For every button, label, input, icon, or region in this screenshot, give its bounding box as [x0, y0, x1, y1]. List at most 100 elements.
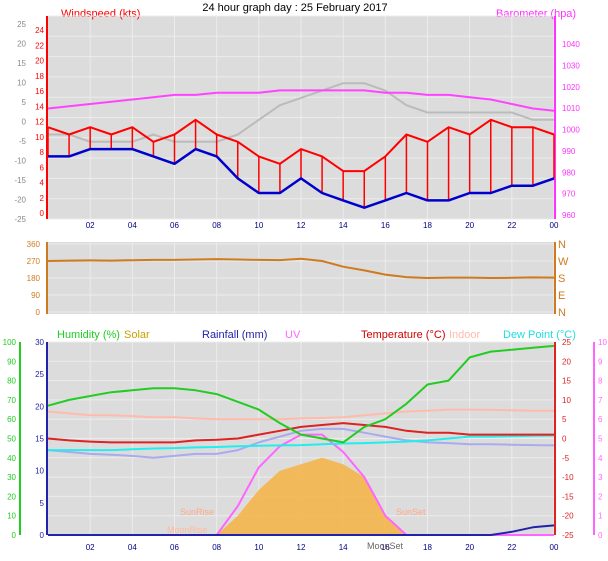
x-tick-label: 04 — [128, 221, 137, 230]
temperature-tick-label: 20 — [562, 357, 571, 366]
solar-label: Solar — [124, 329, 150, 341]
barometer-label: Barometer (hpa) — [496, 8, 576, 20]
rainfall-tick-label: 30 — [35, 338, 44, 347]
wind-inner-tick-label: 24 — [35, 26, 44, 35]
environment-annotations: SunRise SunSet MoonSet MoonRise — [167, 507, 426, 551]
wind-baro-series — [47, 82, 555, 209]
humidity-tick-label: 10 — [7, 512, 16, 521]
humidity-tick-label: 90 — [7, 357, 16, 366]
barometer-tick-label: 980 — [562, 168, 576, 177]
x-tick-label: 02 — [86, 221, 95, 230]
environment-legend: Humidity (%) Solar Rainfall (mm) UV Temp… — [57, 329, 576, 341]
x-tick-label: 06 — [170, 543, 179, 552]
wind-x-axis-ticks: 02 04 06 08 10 12 14 16 18 20 22 00 — [86, 221, 559, 230]
x-tick-label: 18 — [423, 221, 432, 230]
compass-label: N — [558, 239, 566, 251]
temperature-tick-label: -20 — [562, 512, 574, 521]
humidity-label: Humidity (%) — [57, 329, 120, 341]
x-tick-label: 10 — [254, 221, 263, 230]
wind-inner-tick-label: 0 — [40, 209, 45, 218]
environment-series — [47, 344, 555, 536]
temperature-tick-label: 5 — [562, 415, 567, 424]
sunrise-annotation: SunRise — [180, 507, 214, 517]
moonset-annotation: MoonSet — [367, 541, 404, 551]
x-tick-label: 00 — [550, 543, 559, 552]
x-tick-label: 12 — [297, 221, 306, 230]
indoor-temperature-line — [47, 408, 554, 421]
wind-inner-tick-label: 14 — [35, 102, 44, 111]
x-tick-label: 22 — [507, 221, 516, 230]
rainfall-axis-ticks: 30 25 20 15 10 5 0 — [35, 338, 48, 540]
compass-label: E — [558, 290, 565, 302]
temperature-tick-label: -5 — [562, 454, 570, 463]
humidity-line — [47, 344, 555, 444]
humidity-tick-label: 80 — [7, 377, 16, 386]
dewpoint-label: Dew Point (°C) — [503, 329, 576, 341]
temperature-tick-label: 15 — [562, 377, 571, 386]
x-tick-label: 02 — [86, 543, 95, 552]
rainfall-tick-label: 0 — [40, 531, 45, 540]
temperature-label: Temperature (°C) — [361, 329, 445, 341]
indoor-label: Indoor — [449, 329, 481, 341]
direction-degree-label: 180 — [27, 274, 41, 283]
x-tick-label: 00 — [550, 221, 559, 230]
barometer-tick-label: 1000 — [562, 126, 580, 135]
wind-inner-tick-label: 6 — [40, 163, 45, 172]
wind-inner-tick-label: 20 — [35, 57, 44, 66]
direction-series — [47, 257, 555, 279]
barometer-tick-label: 1040 — [562, 40, 580, 49]
direction-degree-label: 90 — [31, 291, 40, 300]
uv-tick-label: 3 — [598, 473, 603, 482]
wind-inner-tick-label: 16 — [35, 87, 44, 96]
humidity-tick-label: 100 — [3, 338, 17, 347]
uv-tick-label: 1 — [598, 512, 603, 521]
x-tick-label: 16 — [381, 221, 390, 230]
moonrise-annotation: MoonRise — [167, 525, 208, 535]
uv-tick-label: 5 — [598, 435, 603, 444]
chart-title: 24 hour graph day : 25 February 2017 — [202, 2, 387, 14]
wind-outer-tick-label: 15 — [17, 59, 26, 68]
wind-outer-axis-ticks: 25 20 15 10 5 0 -5 -10 -15 -20 -25 — [14, 20, 26, 224]
uv-tick-label: 9 — [598, 357, 603, 366]
rainfall-tick-label: 10 — [35, 467, 44, 476]
wind-inner-tick-label: 2 — [40, 194, 45, 203]
rainfall-line — [48, 524, 555, 536]
wind-outer-tick-label: -5 — [19, 137, 27, 146]
environment-x-axis-ticks: 02 04 06 08 10 12 14 16 18 20 22 00 — [86, 543, 559, 552]
humidity-tick-label: 40 — [7, 454, 16, 463]
uv-tick-label: 2 — [598, 492, 603, 501]
x-tick-label: 10 — [254, 543, 263, 552]
humidity-tick-label: 20 — [7, 492, 16, 501]
wind-inner-tick-label: 8 — [40, 148, 45, 157]
compass-label: N — [558, 307, 566, 319]
x-tick-label: 20 — [465, 543, 474, 552]
barometer-tick-label: 1020 — [562, 83, 580, 92]
wind-outer-tick-label: 20 — [17, 40, 26, 49]
wind-inner-tick-label: 22 — [35, 41, 44, 50]
x-tick-label: 20 — [465, 221, 474, 230]
wind-average-line — [48, 147, 555, 209]
x-tick-label: 06 — [170, 221, 179, 230]
wind-direction-line — [47, 257, 555, 279]
windspeed-label: Windspeed (kts) — [61, 8, 140, 20]
barometer-line — [47, 89, 555, 112]
direction-degree-label: 0 — [36, 308, 41, 317]
wind-inner-tick-label: 18 — [35, 72, 44, 81]
x-tick-label: 12 — [297, 543, 306, 552]
humidity-tick-label: 60 — [7, 415, 16, 424]
direction-degree-label: 270 — [27, 257, 41, 266]
uv-tick-label: 6 — [598, 415, 603, 424]
barometer-tick-label: 1030 — [562, 61, 580, 70]
wind-outer-tick-label: -15 — [14, 176, 26, 185]
uv-tick-label: 4 — [598, 454, 603, 463]
uv-tick-label: 7 — [598, 396, 603, 405]
barometer-axis-ticks: 1040 1030 1020 1010 1000 990 980 970 960 — [554, 16, 580, 220]
sunset-annotation: SunSet — [396, 507, 426, 517]
x-tick-label: 22 — [507, 543, 516, 552]
rainfall-tick-label: 15 — [35, 435, 44, 444]
wind-outer-tick-label: -25 — [14, 215, 26, 224]
temperature-tick-label: 0 — [562, 435, 567, 444]
direction-degree-label: 360 — [27, 240, 41, 249]
